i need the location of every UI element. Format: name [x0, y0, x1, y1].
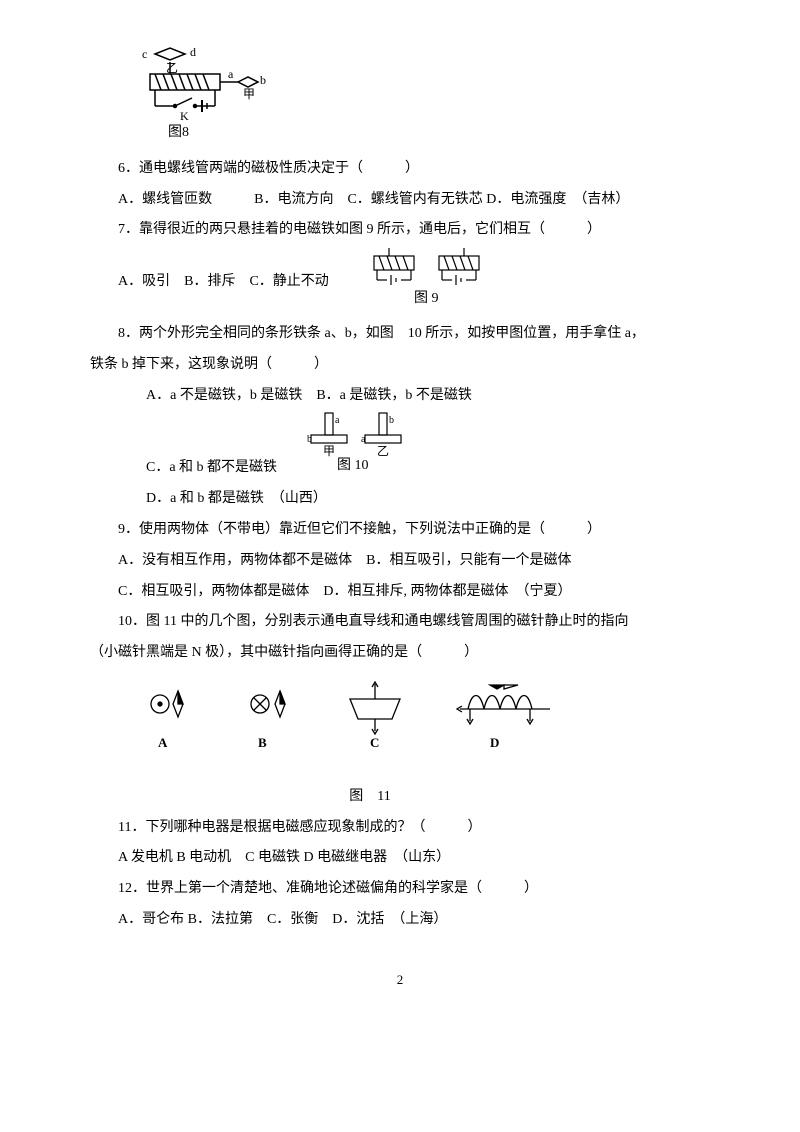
- svg-text:乙: 乙: [377, 444, 389, 458]
- q7-text: 7．靠得很近的两只悬挂着的电磁铁如图 9 所示，通电后，它们相互（ ）: [90, 215, 710, 246]
- fig8-label-yi: 乙: [166, 61, 178, 75]
- page-number: 2: [90, 966, 710, 995]
- q8-line2: 铁条 b 掉下来，这现象说明（ ）: [90, 350, 710, 381]
- q11-text: 11．下列哪种电器是根据电磁感应现象制成的？（ ）: [90, 813, 710, 844]
- fig9-caption: 图 9: [414, 291, 439, 306]
- figure-9: 图 9: [369, 246, 499, 319]
- fig8-svg: c d a b 甲 乙 K 图8: [130, 44, 280, 139]
- fig8-label-d: d: [190, 45, 196, 59]
- fig8-label-jia: 甲: [243, 87, 255, 101]
- q6-text: 6．通电螺线管两端的磁极性质决定于（ ）: [90, 154, 710, 185]
- q7-opts: A．吸引 B．排斥 C．静止不动: [90, 267, 329, 298]
- q10-l2: （小磁针黑端是 N 极），其中磁针指向画得正确的是（ ）: [90, 638, 710, 669]
- q11-opts: A 发电机 B 电动机 C 电磁铁 D 电磁继电器 （山东）: [90, 843, 710, 874]
- svg-text:D: D: [490, 735, 499, 750]
- q8-optAB: A．a 不是磁铁，b 是磁铁 B．a 是磁铁，b 不是磁铁: [90, 381, 710, 412]
- svg-text:C: C: [370, 735, 379, 750]
- q8-line1: 8．两个外形完全相同的条形铁条 a、b，如图 10 所示，如按甲图位置，用手拿住…: [90, 319, 710, 350]
- figure-10: a b b a 甲 乙 图 10: [305, 411, 415, 484]
- fig8-label-k: K: [180, 109, 189, 123]
- fig8-caption: 图8: [168, 125, 189, 140]
- fig10-caption: 图 10: [337, 458, 369, 473]
- q10-l1: 10．图 11 中的几个图，分别表示通电直导线和通电螺线管周围的磁针静止时的指向: [90, 607, 710, 638]
- q9-text: 9．使用两物体（不带电）靠近但它们不接触，下列说法中正确的是（ ）: [90, 515, 710, 546]
- svg-text:B: B: [258, 735, 267, 750]
- svg-text:b: b: [389, 415, 394, 426]
- q8-optD: D．a 和 b 都是磁铁 （山西）: [90, 484, 710, 515]
- q8-optC: C．a 和 b 都不是磁铁: [146, 453, 277, 484]
- figure-11: A B C D 图 11: [130, 679, 710, 813]
- q6-opts: A．螺线管匝数 B．电流方向 C．螺线管内有无铁芯 D．电流强度 （吉林）: [90, 185, 710, 216]
- fig8-label-a: a: [228, 67, 234, 81]
- q12-opts: A．哥仑布 B．法拉第 C．张衡 D．沈括 （上海）: [90, 905, 710, 936]
- fig8-label-c: c: [142, 47, 147, 61]
- svg-text:a: a: [361, 434, 366, 445]
- svg-text:a: a: [335, 415, 340, 426]
- figure-8: c d a b 甲 乙 K 图8: [130, 44, 710, 152]
- fig11-caption: 图 11: [130, 782, 610, 813]
- svg-text:b: b: [307, 434, 312, 445]
- q12-text: 12．世界上第一个清楚地、准确地论述磁偏角的科学家是（ ）: [90, 874, 710, 905]
- q9-l2: C．相互吸引，两物体都是磁体 D．相互排斥, 两物体都是磁体 （宁夏）: [90, 577, 710, 608]
- svg-text:甲: 甲: [323, 444, 335, 458]
- svg-text:A: A: [158, 735, 168, 750]
- q9-l1: A．没有相互作用，两物体都不是磁体 B．相互吸引，只能有一个是磁体: [90, 546, 710, 577]
- fig8-label-b: b: [260, 73, 266, 87]
